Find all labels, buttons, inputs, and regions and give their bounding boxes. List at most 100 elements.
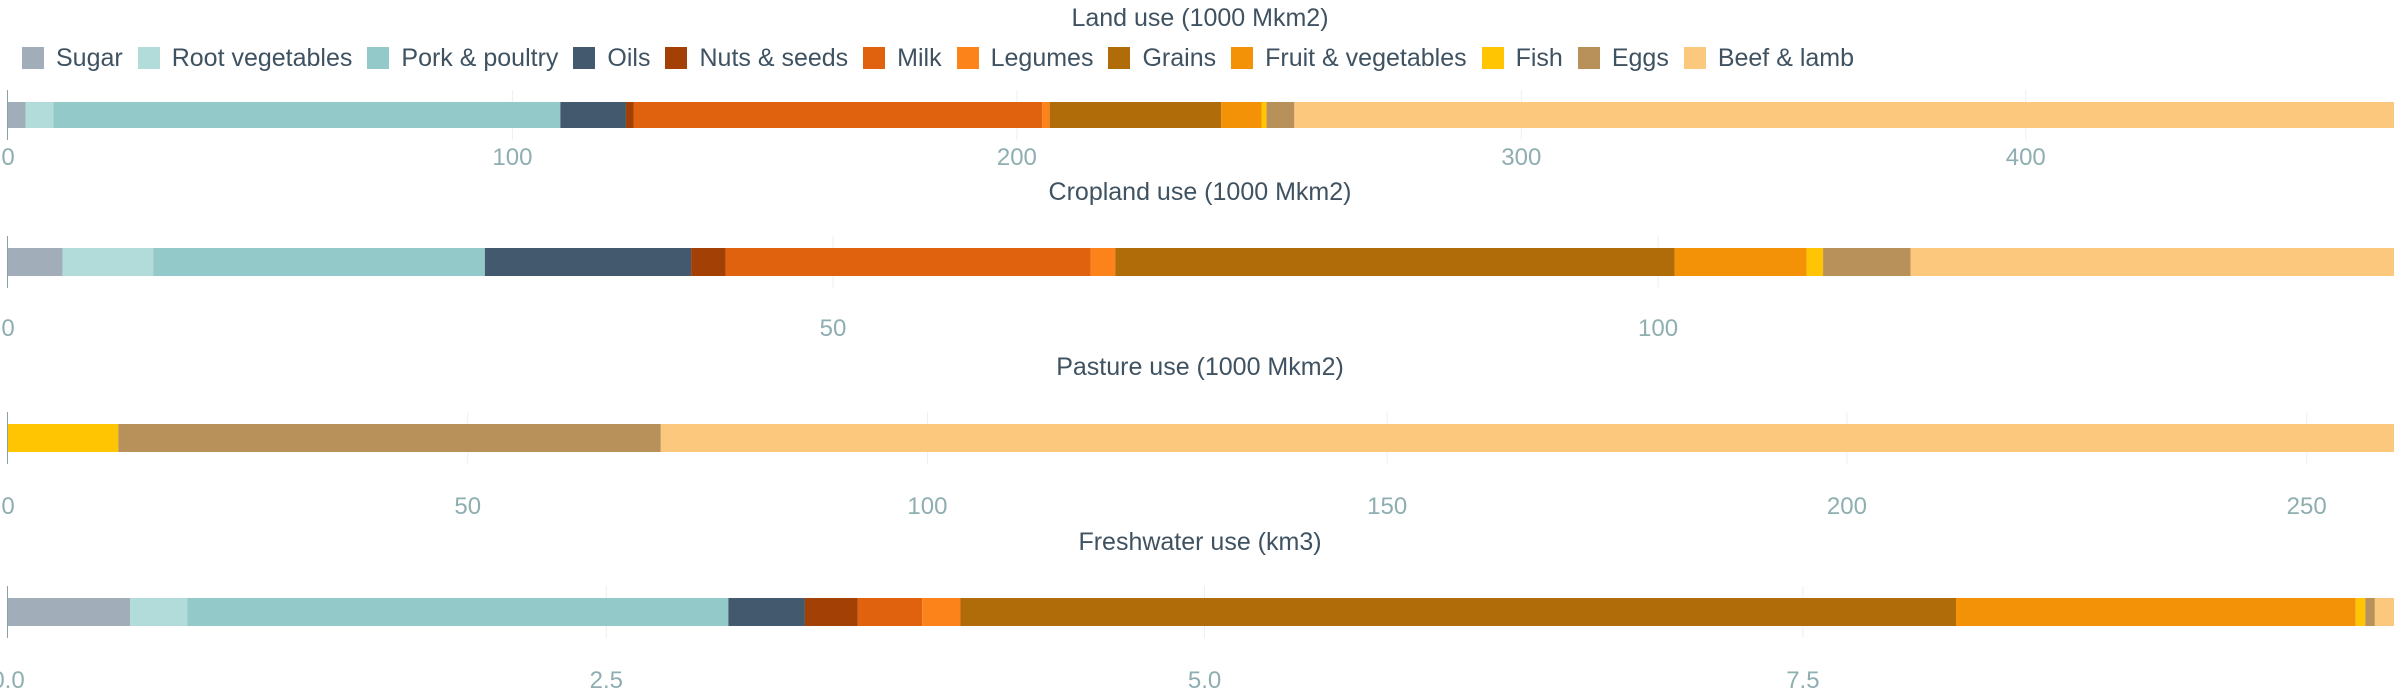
- bar-segment-nuts-and-seeds[interactable]: [804, 598, 858, 626]
- legend-swatch: [22, 47, 44, 69]
- bar-segment-milk[interactable]: [857, 598, 923, 626]
- bar-segment-milk[interactable]: [633, 102, 1043, 128]
- tick-label: 0: [1, 144, 14, 171]
- bar-segment-root-vegetables[interactable]: [62, 248, 154, 276]
- bar-segment-legumes[interactable]: [922, 598, 961, 626]
- legend-label: Sugar: [56, 43, 123, 72]
- chart-panel-pasture-use-1000-mkm2: Pasture use (1000 Mkm2) 0 50 100 150 200 250: [1, 353, 2395, 520]
- legend-label: Milk: [897, 43, 942, 72]
- bar-segment-eggs[interactable]: [1266, 102, 1295, 128]
- tick-label: 50: [454, 493, 481, 520]
- legend-item-root-vegetables[interactable]: Root vegetables: [137, 43, 353, 73]
- legend-swatch: [1481, 47, 1504, 69]
- bar-segment-pork-and-poultry[interactable]: [53, 102, 561, 128]
- tick-label: 300: [1501, 144, 1541, 171]
- legend-item-legumes[interactable]: Legumes: [956, 43, 1094, 73]
- legend-label: Nuts & seeds: [699, 43, 849, 72]
- legend-item-eggs[interactable]: Eggs: [1577, 43, 1669, 73]
- tick-label: 200: [997, 144, 1037, 171]
- tick-label: 2.5: [590, 667, 623, 694]
- chart-legend: Sugar Root vegetables Pork & poultry Oils Nu…: [22, 42, 1869, 74]
- chart-title: Pasture use (1000 Mkm2): [1056, 353, 1344, 381]
- bar-segment-oils[interactable]: [728, 598, 805, 626]
- tick-label: 250: [2287, 493, 2327, 520]
- tick-label: 100: [1638, 315, 1678, 342]
- legend-label: Eggs: [1611, 43, 1669, 72]
- bar-segment-pork-and-poultry[interactable]: [187, 598, 729, 626]
- legend-item-fish[interactable]: Fish: [1481, 43, 1563, 73]
- bar-segment-sugar[interactable]: [8, 102, 26, 128]
- bar-segment-fish[interactable]: [1261, 102, 1267, 128]
- legend-item-pork-and-poultry[interactable]: Pork & poultry: [367, 44, 558, 73]
- chart-panel-freshwater-use-km3: Freshwater use (km3) 0.0 2.5 5.0 7.5: [0, 528, 2394, 694]
- bar-segment-fish[interactable]: [2355, 598, 2366, 626]
- legend-swatch: [137, 47, 160, 69]
- chart-title: Freshwater use (km3): [1078, 528, 1321, 556]
- bar-segment-legumes[interactable]: [1090, 248, 1116, 276]
- legend-swatch: [573, 47, 596, 69]
- bar-segment-sugar[interactable]: [8, 598, 131, 626]
- chart-title: Cropland use (1000 Mkm2): [1049, 178, 1352, 206]
- legend-label: Fruit & vegetables: [1265, 43, 1467, 72]
- legend-item-grains[interactable]: Grains: [1108, 44, 1216, 73]
- legend-swatch: [1577, 47, 1600, 69]
- bar-segment-eggs[interactable]: [118, 424, 661, 452]
- chart-panel-land-use-1000-mkm2: Land use (1000 Mkm2) 0 100 200 300 400: [1, 4, 2394, 171]
- bar-segment-grains[interactable]: [1049, 102, 1222, 128]
- tick-label: 5.0: [1188, 667, 1221, 694]
- legend-label: Beef & lamb: [1717, 43, 1855, 72]
- bar-segment-legumes[interactable]: [1042, 102, 1050, 128]
- bar-segment-pork-and-poultry[interactable]: [153, 248, 485, 276]
- legend-label: Root vegetables: [171, 43, 353, 72]
- legend-swatch: [1231, 47, 1254, 69]
- legend-item-oils[interactable]: Oils: [573, 44, 650, 73]
- bar-segment-fish[interactable]: [1806, 248, 1824, 276]
- legend-item-fruit-and-vegetables[interactable]: Fruit & vegetables: [1231, 44, 1467, 73]
- legend-swatch: [367, 47, 390, 69]
- chart-panel-cropland-use-1000-mkm2: Cropland use (1000 Mkm2) 0 50 100: [1, 178, 2394, 342]
- chart-title: Land use (1000 Mkm2): [1071, 4, 1328, 32]
- tick-label: 0: [1, 493, 14, 520]
- bar-segment-nuts-and-seeds[interactable]: [625, 102, 634, 128]
- bar-segment-root-vegetables[interactable]: [25, 102, 54, 128]
- tick-label: 100: [907, 493, 947, 520]
- legend-item-nuts-and-seeds[interactable]: Nuts & seeds: [665, 44, 848, 73]
- bar-segment-grains[interactable]: [960, 598, 1957, 626]
- bar-segment-beef-and-lamb[interactable]: [660, 424, 2395, 452]
- bar-segment-grains[interactable]: [1115, 248, 1675, 276]
- bar-segment-oils[interactable]: [484, 248, 692, 276]
- legend-label: Pork & poultry: [401, 43, 559, 72]
- bar-segment-eggs[interactable]: [2365, 598, 2375, 626]
- legend-item-sugar[interactable]: Sugar: [22, 44, 123, 73]
- legend-label: Legumes: [990, 43, 1094, 72]
- legend-swatch: [863, 47, 886, 69]
- tick-label: 400: [2006, 144, 2046, 171]
- bar-segment-nuts-and-seeds[interactable]: [691, 248, 726, 276]
- legend-swatch: [1108, 47, 1131, 69]
- tick-label: 100: [492, 144, 532, 171]
- bar-segment-root-vegetables[interactable]: [130, 598, 188, 626]
- legend-item-milk[interactable]: Milk: [863, 43, 942, 73]
- tick-label: 150: [1367, 493, 1407, 520]
- bar-segment-fish[interactable]: [8, 424, 119, 452]
- legend-label: Fish: [1515, 43, 1563, 72]
- tick-label: 200: [1827, 493, 1867, 520]
- bar-segment-milk[interactable]: [725, 248, 1091, 276]
- bar-segment-fruit-and-vegetables[interactable]: [1221, 102, 1262, 128]
- legend-swatch: [956, 47, 979, 69]
- bar-segment-beef-and-lamb[interactable]: [2374, 598, 2394, 626]
- tick-label: 50: [820, 315, 847, 342]
- bar-segment-fruit-and-vegetables[interactable]: [1956, 598, 2356, 626]
- legend-item-beef-and-lamb[interactable]: Beef & lamb: [1683, 43, 1855, 73]
- bar-segment-beef-and-lamb[interactable]: [1910, 248, 2394, 276]
- legend-label: Oils: [607, 43, 651, 72]
- bar-segment-beef-and-lamb[interactable]: [1294, 102, 2394, 128]
- bar-segment-sugar[interactable]: [8, 248, 63, 276]
- bar-segment-eggs[interactable]: [1823, 248, 1911, 276]
- tick-label: 0: [1, 315, 14, 342]
- bar-segment-oils[interactable]: [560, 102, 626, 128]
- legend-swatch: [1683, 47, 1706, 69]
- tick-label: 0.0: [0, 667, 25, 694]
- bar-segment-fruit-and-vegetables[interactable]: [1674, 248, 1807, 276]
